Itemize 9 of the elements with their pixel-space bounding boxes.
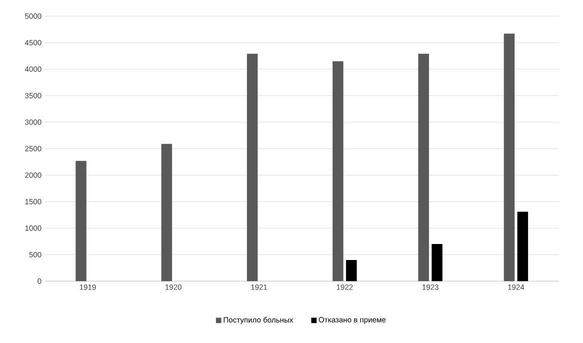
bar [418,54,429,282]
bar [76,160,86,282]
bar [517,212,528,282]
bar [161,144,172,282]
bar [246,54,258,282]
bar [346,260,357,282]
bar [332,61,344,282]
bar [504,34,515,282]
bar [432,244,442,282]
